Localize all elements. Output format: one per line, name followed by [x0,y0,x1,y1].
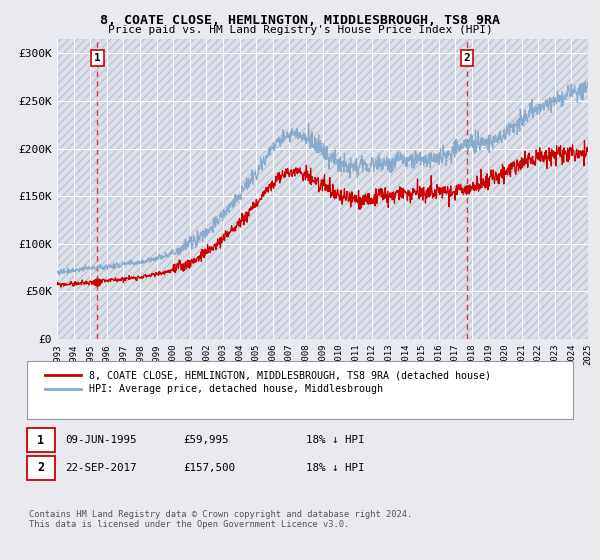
Text: Contains HM Land Registry data © Crown copyright and database right 2024.
This d: Contains HM Land Registry data © Crown c… [29,510,412,529]
Text: HPI: Average price, detached house, Middlesbrough: HPI: Average price, detached house, Midd… [89,384,383,394]
Text: 8, COATE CLOSE, HEMLINGTON, MIDDLESBROUGH, TS8 9RA: 8, COATE CLOSE, HEMLINGTON, MIDDLESBROUG… [100,14,500,27]
Text: 8, COATE CLOSE, HEMLINGTON, MIDDLESBROUGH, TS8 9RA (detached house): 8, COATE CLOSE, HEMLINGTON, MIDDLESBROUG… [89,370,491,380]
Text: 1: 1 [94,53,101,63]
Text: Price paid vs. HM Land Registry's House Price Index (HPI): Price paid vs. HM Land Registry's House … [107,25,493,35]
Text: 18% ↓ HPI: 18% ↓ HPI [306,435,365,445]
Text: 18% ↓ HPI: 18% ↓ HPI [306,463,365,473]
Text: 09-JUN-1995: 09-JUN-1995 [65,435,136,445]
Text: £157,500: £157,500 [183,463,235,473]
Text: 2: 2 [37,461,44,474]
Text: £59,995: £59,995 [183,435,229,445]
Text: 22-SEP-2017: 22-SEP-2017 [65,463,136,473]
Text: 1: 1 [37,433,44,447]
Text: 2: 2 [464,53,470,63]
